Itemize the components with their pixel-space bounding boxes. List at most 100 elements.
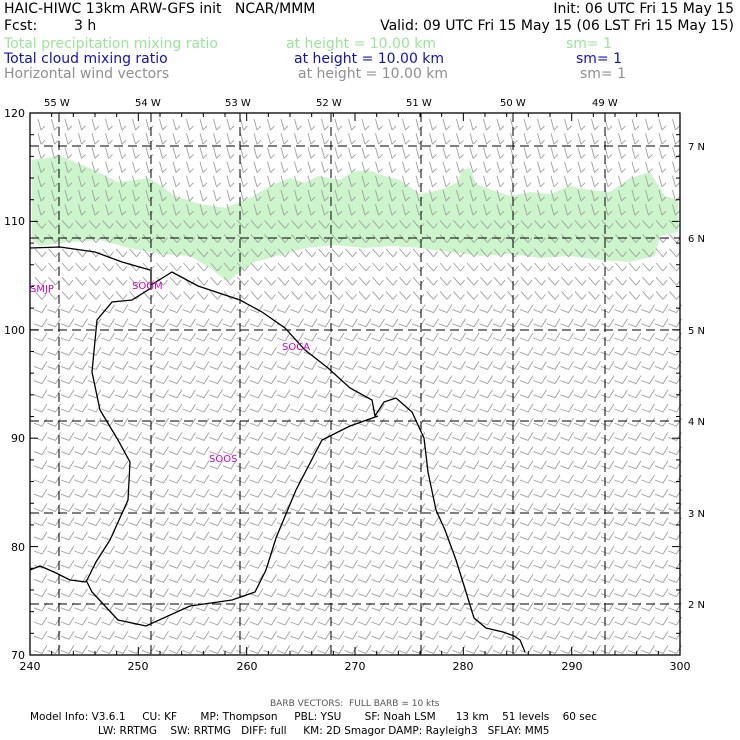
- field-wind-level: at height = 10.00 km: [298, 66, 449, 82]
- wind-barb: [533, 630, 547, 640]
- wind-barb: [641, 318, 655, 328]
- wind-barb: [654, 503, 669, 512]
- wind-barb: [483, 204, 491, 216]
- wind-barb: [520, 291, 533, 300]
- wind-barb: [182, 588, 196, 598]
- wind-barb: [209, 559, 223, 569]
- wind-barb: [398, 460, 412, 470]
- wind-barb: [614, 460, 628, 470]
- wind-barb: [533, 417, 547, 427]
- wind-barb: [519, 588, 534, 598]
- wind-barb: [344, 503, 358, 512]
- wind-barb: [209, 616, 223, 626]
- wind-barb: [361, 133, 370, 145]
- wind-barb: [523, 147, 532, 159]
- wind-barb: [87, 545, 102, 555]
- wind-barb: [631, 147, 640, 159]
- wind-barb: [128, 375, 142, 385]
- wind-barb: [334, 133, 343, 145]
- wind-barb: [604, 204, 613, 216]
- wind-barb: [141, 602, 156, 612]
- wind-barb: [74, 630, 88, 640]
- wind-barb: [604, 147, 613, 159]
- wind-barb: [506, 559, 520, 569]
- wind-barb: [334, 204, 343, 216]
- wind-barb: [168, 602, 183, 612]
- wind-barb: [398, 588, 412, 598]
- wind-barb: [658, 118, 667, 131]
- wind-barb: [210, 276, 222, 286]
- wind-barb: [546, 346, 561, 356]
- wind-barb: [357, 318, 372, 328]
- wind-barb: [439, 220, 452, 229]
- wind-barb: [479, 574, 493, 583]
- wind-barb: [506, 531, 520, 541]
- wind-barb: [506, 460, 520, 470]
- wind-barb: [64, 118, 73, 131]
- wind-barb: [318, 248, 330, 258]
- wind-barb: [91, 161, 100, 173]
- wind-barb: [492, 630, 507, 640]
- wind-barb: [47, 389, 61, 399]
- wind-barb: [492, 503, 507, 512]
- wind-barb: [334, 175, 343, 188]
- wind-barb: [199, 175, 208, 188]
- wind-barb: [33, 602, 48, 612]
- wind-barb: [546, 432, 561, 441]
- wind-barb: [573, 432, 588, 441]
- wind-barb: [294, 175, 302, 188]
- wind-barb: [641, 645, 655, 654]
- wind-barb: [398, 645, 412, 654]
- wind-barb: [591, 118, 599, 131]
- lon-label: 51 W: [406, 98, 432, 109]
- wind-barb: [64, 175, 73, 188]
- wind-barb: [33, 588, 48, 598]
- wind-barb: [600, 346, 615, 356]
- wind-barb: [519, 446, 534, 456]
- wind-barb: [398, 616, 412, 626]
- wind-barb: [168, 432, 183, 441]
- wind-barb: [452, 474, 466, 484]
- wind-barb: [277, 248, 290, 258]
- wind-barb: [114, 361, 129, 370]
- wind-barb: [519, 559, 534, 569]
- wind-barb: [183, 262, 195, 272]
- wind-barb: [465, 574, 480, 583]
- wind-barb: [249, 588, 264, 598]
- wind-barb: [226, 204, 235, 216]
- wind-barb: [465, 616, 480, 626]
- forecast-hour: 3 h: [74, 18, 97, 34]
- wind-barb: [33, 432, 48, 441]
- wind-barb: [587, 588, 601, 598]
- wind-barb: [168, 375, 183, 385]
- wind-barb: [263, 574, 277, 583]
- wind-barb: [141, 361, 156, 370]
- lon-label: 54 W: [135, 98, 161, 109]
- wind-barb: [654, 574, 669, 583]
- wind-barb: [168, 403, 183, 413]
- wind-barb: [672, 175, 680, 188]
- wind-barb: [61, 276, 74, 286]
- wind-barb: [641, 574, 655, 583]
- wind-barb: [506, 318, 520, 328]
- wind-barb: [317, 616, 331, 626]
- wind-barb: [87, 318, 102, 328]
- wind-barb: [249, 531, 264, 541]
- wind-barb: [91, 118, 100, 131]
- wind-barb: [398, 559, 412, 569]
- wind-barb: [456, 175, 464, 188]
- wind-barb: [520, 276, 533, 286]
- wind-barb: [290, 432, 304, 441]
- wind-barb: [74, 318, 88, 328]
- wind-barb: [114, 559, 129, 569]
- wind-barb: [267, 147, 275, 159]
- wind-barb: [550, 189, 559, 202]
- wind-barb: [155, 517, 169, 527]
- wind-barb: [267, 161, 275, 173]
- wind-barb: [357, 545, 372, 555]
- wind-barb: [604, 175, 613, 188]
- wind-barb: [307, 204, 316, 216]
- wind-barb: [587, 417, 601, 427]
- wind-barb: [101, 332, 115, 342]
- wind-barb: [641, 389, 655, 399]
